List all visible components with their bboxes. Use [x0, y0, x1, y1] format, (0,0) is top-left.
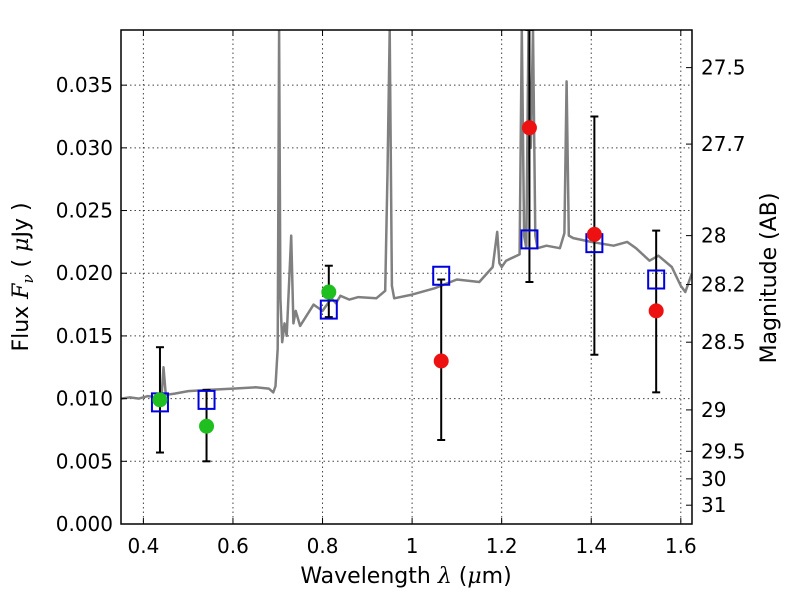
- right-axis-label: Magnitude (AB): [757, 193, 782, 364]
- x-tick-label: 1: [406, 534, 419, 558]
- mag-tick-label: 30: [701, 467, 726, 491]
- low-significance-point: [433, 353, 449, 369]
- mag-tick-label: 31: [701, 493, 726, 517]
- mag-tick-label: 27.7: [701, 132, 746, 156]
- y-tick-label: 0.025: [56, 199, 113, 223]
- detection-point: [321, 284, 337, 300]
- model-spectrum-line: [121, 30, 692, 403]
- plot-frame: [120, 29, 693, 525]
- mag-tick-label: 28: [701, 224, 726, 248]
- low-significance-point: [586, 226, 602, 242]
- y-tick-label: 0.015: [56, 324, 113, 348]
- detection-point: [199, 418, 215, 434]
- mag-tick-label: 29.5: [701, 439, 746, 463]
- mag-tick-label: 29: [701, 398, 726, 422]
- x-tick-label: 1.2: [486, 534, 518, 558]
- y-tick-label: 0.035: [56, 73, 113, 97]
- low-significance-point: [521, 120, 537, 136]
- model-photometry-square: [647, 269, 666, 290]
- x-tick-label: 0.8: [307, 534, 339, 558]
- detection-point: [152, 392, 168, 408]
- plot-area: [121, 30, 692, 463]
- y-tick-label: 0.000: [56, 512, 113, 536]
- y-axis-label: Flux Fν ( μJy ): [9, 202, 37, 351]
- y-tick-label: 0.030: [56, 136, 113, 160]
- y-tick-label: 0.010: [56, 387, 113, 411]
- mag-tick-label: 28.2: [701, 273, 746, 297]
- x-tick-label: 0.4: [127, 534, 159, 558]
- model-photometry-square: [319, 299, 338, 320]
- axes-ticks: 0.4 0.6 0.8 1 1.2 1.4 1.6 0.000 0.005 0.010 0.015 0…: [56, 30, 746, 558]
- y-tick-label: 0.005: [56, 449, 113, 473]
- x-axis-label: Wavelength λ (μm): [300, 564, 511, 589]
- x-tick-label: 1.6: [665, 534, 697, 558]
- low-significance-point: [648, 303, 664, 319]
- model-photometry-square: [432, 265, 451, 286]
- y-tick-label: 0.020: [56, 261, 113, 285]
- model-photometry-square: [520, 229, 539, 250]
- mag-tick-label: 27.5: [701, 56, 746, 80]
- model-photometry-square: [197, 389, 216, 410]
- x-tick-label: 0.6: [217, 534, 249, 558]
- mag-tick-label: 28.5: [701, 330, 746, 354]
- x-tick-label: 1.4: [575, 534, 607, 558]
